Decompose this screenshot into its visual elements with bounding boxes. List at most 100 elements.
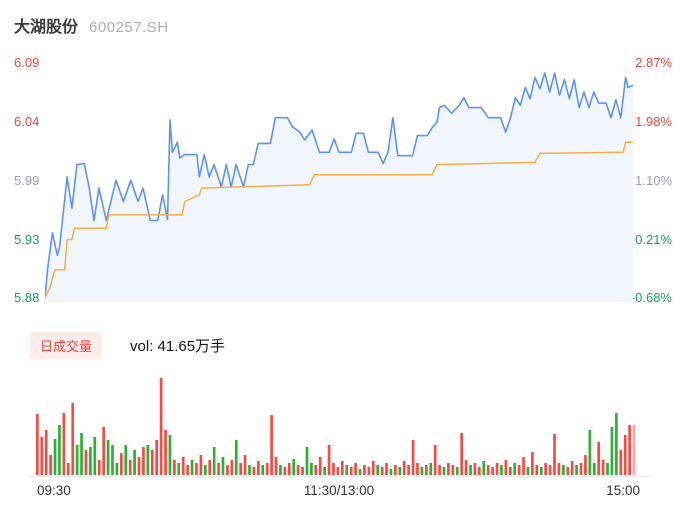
header: 大湖股份 600257.SH — [14, 13, 169, 37]
volume-bar — [80, 433, 83, 475]
volume-bar — [84, 450, 88, 475]
volume-bar — [292, 459, 296, 475]
volume-bar — [508, 467, 512, 475]
volume-bar — [526, 467, 530, 475]
volume-bar — [553, 434, 556, 475]
volume-bar — [234, 440, 238, 475]
volume-bar — [455, 467, 459, 475]
volume-bar — [363, 465, 366, 475]
volume-bar — [97, 460, 101, 475]
volume-bar — [181, 457, 185, 475]
volume-bar — [75, 445, 79, 475]
volume-bar — [500, 465, 503, 475]
volume-bar — [345, 465, 349, 475]
price-chart-canvas[interactable] — [45, 56, 633, 302]
volume-legend-badge[interactable]: 日成交量 — [30, 332, 103, 359]
volume-bar — [265, 463, 269, 475]
volume-bar — [226, 465, 229, 475]
volume-bar — [301, 467, 304, 475]
volume-bar — [261, 465, 265, 475]
volume-bar — [248, 465, 251, 475]
volume-bar — [367, 467, 371, 475]
volume-bar — [416, 463, 419, 475]
y-axis-percent-label: 1.98% — [635, 114, 672, 129]
volume-bar — [389, 469, 393, 475]
y-axis-price-label: 5.99 — [14, 173, 40, 188]
y-axis-percent-label: 2.87% — [635, 55, 672, 70]
volume-bar — [411, 440, 415, 475]
volume-bar — [566, 467, 570, 475]
volume-bar — [208, 460, 212, 475]
volume-bar — [376, 465, 380, 475]
volume-bar — [610, 427, 614, 475]
volume-bar — [199, 455, 203, 475]
volume-total-label: vol: 41.65万手 — [130, 338, 226, 355]
volume-bar — [150, 450, 154, 475]
volume-bar — [407, 465, 410, 475]
y-axis-price-label: 6.04 — [14, 114, 40, 129]
volume-bar — [623, 435, 627, 475]
volume-bar — [137, 457, 141, 475]
y-axis-price-label: 6.09 — [14, 55, 40, 70]
volume-bar — [310, 463, 313, 475]
volume-bar — [371, 461, 375, 475]
volume-bar — [89, 447, 92, 475]
volume-bar — [257, 461, 260, 475]
volume-bar — [358, 469, 362, 475]
volume-axis-line — [28, 476, 653, 477]
volume-bar — [601, 460, 605, 475]
volume-bar — [429, 463, 433, 475]
volume-bar — [340, 461, 344, 475]
volume-bar — [592, 463, 596, 475]
volume-chart-canvas[interactable] — [36, 375, 638, 475]
volume-bar — [539, 467, 543, 475]
volume-bar — [464, 460, 468, 475]
volume-bar — [287, 463, 291, 475]
volume-bar — [173, 460, 176, 475]
volume-bar — [44, 430, 48, 475]
volume-bar — [217, 463, 220, 475]
volume-bar — [619, 450, 623, 475]
volume-bar — [159, 378, 163, 475]
volume-bar — [469, 465, 472, 475]
volume-bar — [62, 413, 66, 475]
volume-bar — [111, 445, 114, 475]
volume-bar — [279, 465, 282, 475]
volume-bar — [575, 465, 578, 475]
stock-name: 大湖股份 — [14, 19, 79, 36]
volume-bar — [239, 463, 243, 475]
volume-bar — [40, 437, 44, 475]
volume-bar — [106, 440, 110, 475]
volume-bar — [606, 463, 609, 475]
x-axis-label-close: 15:00 — [606, 483, 640, 498]
volume-bar — [283, 467, 287, 475]
volume-bar — [119, 453, 123, 475]
volume-bar — [517, 465, 521, 475]
volume-bar — [398, 467, 402, 475]
volume-bar — [323, 467, 326, 475]
volume-bar — [195, 463, 198, 475]
x-axis-label-noon: 11:30/13:00 — [303, 483, 375, 498]
volume-bar — [424, 465, 428, 475]
volume-bar — [531, 452, 534, 475]
volume-bar — [190, 460, 194, 475]
volume-bar — [164, 430, 167, 475]
volume-bar — [168, 435, 172, 475]
stock-code: 600257.SH — [89, 19, 169, 36]
volume-bar — [155, 440, 159, 475]
volume-bar — [336, 467, 340, 475]
volume-bar — [146, 445, 150, 475]
y-axis-price-label: 5.88 — [14, 290, 40, 305]
volume-bar — [385, 463, 388, 475]
volume-bar — [402, 461, 406, 475]
volume-bar — [332, 463, 335, 475]
volume-bar — [58, 425, 61, 475]
volume-bar — [270, 415, 273, 475]
volume-bar — [588, 430, 592, 475]
volume-bar — [522, 457, 525, 475]
y-axis-percent-label: -0.68% — [630, 290, 672, 305]
volume-bar — [49, 455, 52, 475]
volume-bar — [186, 465, 189, 475]
volume-bar — [482, 461, 486, 475]
volume-bar — [66, 463, 70, 475]
